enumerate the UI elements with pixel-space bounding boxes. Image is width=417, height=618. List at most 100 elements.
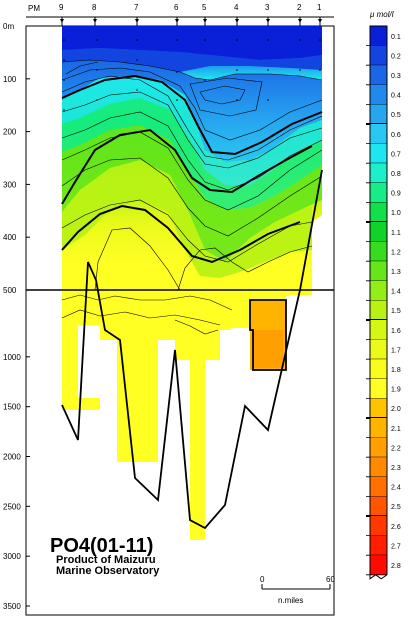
- central-trough: [62, 60, 322, 162]
- colorbar-label-2.6: 2.6: [391, 524, 401, 531]
- colorbar-label-2.4: 2.4: [391, 485, 401, 492]
- colorbar-outline: [369, 25, 388, 580]
- colorbar-swatch-0.4: [370, 84, 387, 105]
- subtitle-line1: Product of Maizuru: [56, 554, 156, 566]
- station-marker-7: [135, 19, 139, 23]
- colorbar-label-1.9: 1.9: [391, 387, 401, 394]
- scale-bar-unit-label: n.miles: [278, 596, 303, 605]
- colorbar-unit-label: μ mol/l: [369, 10, 394, 19]
- scale-bar: 0 60 n.miles: [260, 575, 335, 605]
- colorbar-label-2.2: 2.2: [391, 445, 401, 452]
- colorbar-swatch-0.2: [370, 45, 387, 66]
- depth-label-lower: 1500: [3, 403, 21, 412]
- station-label-4: 4: [234, 3, 239, 12]
- colorbar-label-2.0: 2.0: [391, 406, 401, 413]
- colorbar-swatch-1.4: [370, 280, 387, 301]
- station-header: PM 9 8 7 6 5 4 3 2 1: [26, 3, 334, 26]
- station-label-5: 5: [202, 3, 207, 12]
- subtitle-line2: Marine Observatory: [56, 565, 160, 577]
- upper-bold-contours: [61, 74, 323, 264]
- lower-color-field: [62, 290, 312, 540]
- colorbar-label-2.1: 2.1: [391, 426, 401, 433]
- depth-label-upper: 300: [3, 180, 17, 189]
- colorbar-label-0.8: 0.8: [391, 171, 401, 178]
- station-label-9: 9: [59, 3, 64, 12]
- colorbar-label-0.6: 0.6: [391, 132, 401, 139]
- deep-pocket-mid: [175, 340, 205, 540]
- station-marker-1: [318, 19, 322, 23]
- colorbar-swatch-1.2: [370, 241, 387, 262]
- station-label-3: 3: [265, 3, 270, 12]
- seabed-profile-line: [61, 169, 323, 530]
- colorbar-swatch-0.6: [370, 124, 387, 144]
- colorbar-swatch-2.0: [370, 398, 387, 418]
- colorbar-swatch-0.7: [370, 143, 387, 164]
- colorbar-label-1.0: 1.0: [391, 210, 401, 217]
- colorbar-swatch-2.5: [370, 496, 387, 516]
- depth-label-lower: 2000: [3, 453, 21, 462]
- colorbar-label-2.5: 2.5: [391, 504, 401, 511]
- colorbar-label-0.5: 0.5: [391, 112, 401, 119]
- colorbar-label-2.3: 2.3: [391, 465, 401, 472]
- orange-pocket-deep: [253, 330, 283, 368]
- colorbar-swatch-1.6: [370, 320, 387, 340]
- colorbar-swatch-2.2: [370, 437, 387, 458]
- colorbar-swatch-0.3: [370, 65, 387, 85]
- depth-label-upper: 100: [3, 75, 17, 84]
- colorbar-label-1.1: 1.1: [391, 230, 401, 237]
- colorbar-swatch-1.1: [370, 222, 387, 242]
- station-marker-2: [298, 19, 302, 23]
- deep-pocket-left: [62, 340, 78, 398]
- seabed-mask-3: [220, 330, 250, 370]
- upper-section-field: [61, 26, 323, 291]
- colorbar-swatch-1.9: [370, 378, 387, 399]
- depth-label-upper: 400: [3, 233, 17, 242]
- colorbar-swatch-0.9: [370, 182, 387, 203]
- station-marker-5: [203, 19, 207, 23]
- colorbar-swatch-2.8: [370, 555, 387, 575]
- colorbar-swatch-0.8: [370, 163, 387, 183]
- colorbar: 0.1 0.2 0.3 0.4 0.5 0.6 0.7 0.8 0.9 1.0 1.1 1.2 1.3 1…: [366, 25, 401, 580]
- surface-low-layer: [62, 26, 322, 60]
- top-axis-label: PM: [28, 4, 40, 13]
- upper-sample-dots: [63, 39, 321, 141]
- cyan-wedge: [62, 76, 322, 185]
- colorbar-label-0.3: 0.3: [391, 73, 401, 80]
- green-wedge: [62, 98, 322, 210]
- seabed-mask-2: [158, 340, 175, 462]
- colorbar-label-0.1: 0.1: [391, 34, 401, 41]
- station-label-2: 2: [297, 3, 302, 12]
- lower-bold-contour: [249, 299, 287, 371]
- yellowgreen-deep-wedge: [62, 160, 312, 278]
- seabed-mask-4: [286, 296, 312, 370]
- colorbar-label-1.7: 1.7: [391, 347, 401, 354]
- scale-bar-end-label: 60: [326, 575, 335, 584]
- colorbar-label-2.7: 2.7: [391, 543, 401, 550]
- colorbar-label-1.3: 1.3: [391, 269, 401, 276]
- lime-deep-wedge: [62, 125, 322, 262]
- colorbar-swatch-0.5: [370, 104, 387, 124]
- chart-title: PO4(01-11): [50, 535, 153, 557]
- colorbar-swatch-2.6: [370, 516, 387, 536]
- colorbar-swatch-1.0: [370, 202, 387, 222]
- depth-label-lower: 3000: [3, 552, 21, 561]
- station-label-8: 8: [92, 3, 97, 12]
- depth-axis: 0m 100 200 300 400 500 1000 1500 2000 2500 3000 350…: [3, 22, 30, 611]
- colorbar-swatch-1.3: [370, 261, 387, 281]
- station-marker-3: [266, 19, 270, 23]
- station-label-6: 6: [174, 3, 179, 12]
- colorbar-label-1.6: 1.6: [391, 328, 401, 335]
- depth-label-upper: 200: [3, 128, 17, 137]
- colorbar-label-1.4: 1.4: [391, 289, 401, 296]
- colorbar-label-1.5: 1.5: [391, 308, 401, 315]
- colorbar-label-0.2: 0.2: [391, 53, 401, 60]
- colorbar-swatch-1.5: [370, 300, 387, 320]
- station-label-1: 1: [317, 3, 322, 12]
- colorbar-swatch-2.7: [370, 535, 387, 556]
- depth-label-upper: 500: [3, 286, 17, 295]
- station-label-7: 7: [134, 3, 139, 12]
- colorbar-swatch-0.1: [370, 26, 387, 46]
- upper-contours: [61, 59, 323, 291]
- station-marker-6: [175, 19, 179, 23]
